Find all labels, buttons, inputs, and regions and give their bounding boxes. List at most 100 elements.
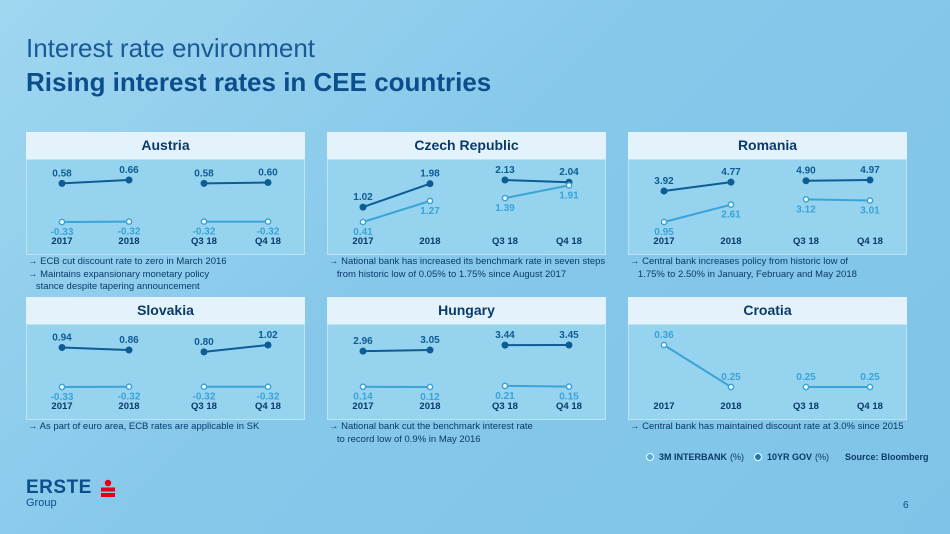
romania-gov-point [727,178,735,186]
austria-gov-point [125,176,133,184]
romania-gov-data-label: 3.92 [654,176,674,187]
austria-gov-data-label: 0.66 [119,165,139,176]
romania-notes: → Central bank increases policy from his… [630,256,857,281]
austria-interbank-data-label: -0.32 [257,227,280,238]
hungary-interbank-data-label: 0.14 [353,392,373,403]
czech-republic-gov-data-label: 2.13 [495,165,515,176]
romania-gov-segment [805,179,871,182]
page-title: Interest rate environment [26,33,316,63]
erste-logo-icon [101,479,115,497]
austria-notes: → ECB cut discount rate to zero in March… [28,256,227,294]
romania-x-tick-label: 2018 [720,236,741,247]
croatia-interbank-segment [663,344,732,388]
czech-republic-gov-data-label: 2.04 [559,167,579,178]
slovakia-interbank-data-label: -0.32 [118,392,141,403]
austria-note-line: stance despite tapering announcement [28,281,200,292]
croatia-chart-title: Croatia [628,297,907,324]
page-subtitle: Rising interest rates in CEE countries [26,67,492,97]
romania-gov-point [802,177,810,185]
austria-interbank-point [58,218,66,226]
slovakia-interbank-data-label: -0.32 [193,392,216,403]
hungary-interbank-data-label: 0.15 [559,392,579,403]
croatia-interbank-point [802,383,810,391]
czech-republic-interbank-point [426,197,434,205]
hungary-x-tick-label: 2017 [352,401,373,412]
slovakia-chart-svg: 0.94 0.86 0.80 1.02 -0.33 -0.32 -0.32 -0.32 2017… [51,330,281,412]
croatia-notes: → Central bank has maintained discount r… [630,421,904,434]
czech-republic-chart-body: 1.02 1.98 2.13 2.04 0.41 1.27 1.39 1.91 2017 2018… [327,159,606,255]
austria-interbank-point [125,218,133,225]
czech-republic-interbank-data-label: 1.27 [420,206,440,217]
slovakia-notes: → As part of euro area, ECB rates are ap… [28,421,259,434]
czech-republic-x-tick-label: Q3 18 [492,236,518,247]
hungary-note-line: → National bank cut the benchmark intere… [329,421,533,432]
hungary-x-tick-label: Q3 18 [492,401,518,412]
croatia-x-tick-label: Q4 18 [857,401,883,412]
romania-interbank-data-label: 0.95 [654,227,674,238]
czech-republic-x-tick-label: 2018 [419,236,440,247]
slovakia-interbank-data-label: -0.32 [257,392,280,403]
hungary-interbank-data-label: 0.21 [495,391,515,402]
slovakia-interbank-point [200,383,208,391]
romania-x-tick-label: 2017 [653,236,674,247]
czech-republic-interbank-point [359,218,367,226]
slovakia-gov-data-label: 0.94 [52,332,72,343]
romania-interbank-segment [805,198,871,202]
romania-interbank-data-label: 3.01 [860,205,880,216]
slovakia-x-tick-label: Q3 18 [191,401,217,412]
slovakia-gov-data-label: 0.80 [194,337,214,348]
czech-republic-note-line: → National bank has increased its benchm… [329,256,606,267]
austria-interbank-data-label: -0.32 [118,227,141,238]
croatia-chart-body: 0.36 0.25 0.25 0.25 2017 2018 Q3 18 Q4 18 [628,324,907,420]
slovakia-gov-data-label: 1.02 [258,330,278,341]
croatia-interbank-point [866,383,874,391]
slovakia-x-tick-label: 2017 [51,401,72,412]
interbank-legend-marker [646,453,654,461]
hungary-interbank-segment [504,384,570,388]
czech-republic-x-tick-label: Q4 18 [556,236,582,247]
gov-legend-label: 10YR GOV [767,452,813,462]
romania-interbank-point [660,218,668,226]
romania-gov-point [660,187,668,195]
czech-republic-interbank-data-label: 1.91 [559,190,579,201]
austria-x-tick-label: 2017 [51,236,72,247]
hungary-gov-data-label: 3.05 [420,335,440,346]
hungary-chart-title: Hungary [327,297,606,324]
romania-interbank-segment [663,203,732,223]
austria-gov-data-label: 0.58 [194,168,214,179]
romania-gov-data-label: 4.77 [721,167,741,178]
romania-chart-title: Romania [628,132,907,159]
hungary-chart-body: 2.96 3.05 3.44 3.45 0.14 0.12 0.21 0.15 2017 2018… [327,324,606,420]
romania-note-line: 1.75% to 2.50% in January, February and … [630,268,857,280]
romania-interbank-point [866,197,874,204]
czech-republic-interbank-point [565,182,573,189]
romania-gov-segment [663,181,732,192]
hungary-gov-point [565,341,573,349]
czech-republic-interbank-segment [362,200,431,223]
slovakia-gov-data-label: 0.86 [119,335,139,346]
slovakia-chart-body: 0.94 0.86 0.80 1.02 -0.33 -0.32 -0.32 -0.32 2017… [26,324,305,420]
logo-sub: Group [26,497,57,509]
austria-chart-title: Austria [26,132,305,159]
croatia-chart-svg: 0.36 0.25 0.25 0.25 2017 2018 Q3 18 Q4 18 [653,330,883,412]
hungary-gov-data-label: 2.96 [353,336,373,347]
austria-x-tick-label: Q3 18 [191,236,217,247]
czech-republic-gov-point [426,180,434,188]
slovakia-gov-point [125,346,133,354]
slovakia-interbank-point [264,383,272,391]
austria-x-tick-label: Q4 18 [255,236,281,247]
romania-x-tick-label: Q4 18 [857,236,883,247]
slovakia-x-tick-label: 2018 [118,401,139,412]
hungary-gov-point [426,346,434,354]
czech-republic-chart-svg: 1.02 1.98 2.13 2.04 0.41 1.27 1.39 1.91 2017 2018… [352,165,582,247]
czech-republic-notes: → National bank has increased its benchm… [329,256,605,281]
austria-interbank-point [264,218,272,225]
legend: 3M INTERBANK (%) 10YR GOV (%) Source: Bl… [646,452,929,462]
interbank-legend-unit: (%) [730,452,745,462]
croatia-interbank-data-label: 0.25 [721,372,741,383]
czech-republic-gov-segment [504,179,570,184]
romania-gov-data-label: 4.97 [860,165,880,176]
slovakia-gov-segment [61,346,130,351]
romania-chart-body: 3.92 4.77 4.90 4.97 0.95 2.61 3.12 3.01 2017 2018… [628,159,907,255]
